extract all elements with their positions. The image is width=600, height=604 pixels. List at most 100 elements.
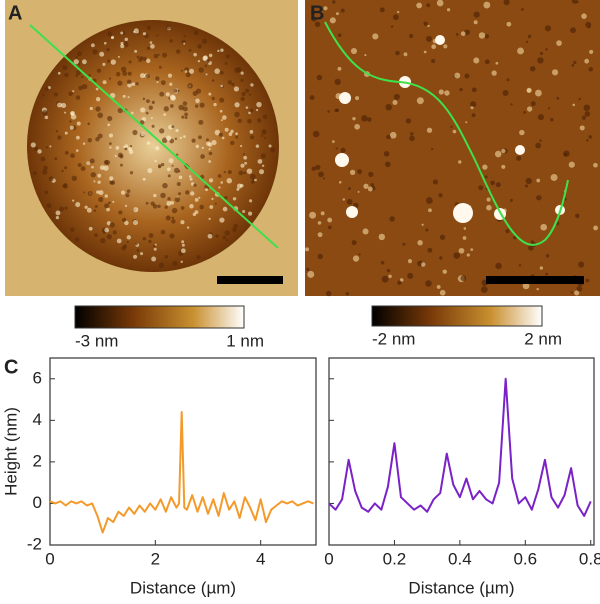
texture — [540, 223, 548, 231]
texture — [421, 223, 424, 226]
texture — [473, 57, 480, 64]
texture — [240, 144, 243, 148]
texture — [57, 71, 61, 75]
texture — [240, 78, 244, 82]
texture — [431, 59, 436, 64]
x-tick-label: 0.6 — [513, 549, 537, 568]
texture — [118, 210, 123, 215]
texture — [425, 197, 433, 204]
texture — [44, 87, 49, 91]
texture — [307, 270, 315, 278]
texture — [88, 226, 93, 231]
texture — [74, 237, 80, 242]
texture — [395, 50, 400, 56]
texture — [570, 291, 573, 294]
texture — [224, 230, 230, 236]
texture — [121, 217, 127, 223]
texture — [480, 286, 488, 293]
texture — [200, 154, 205, 159]
texture — [169, 94, 176, 100]
texture — [439, 289, 446, 296]
texture — [581, 115, 587, 120]
texture — [136, 55, 140, 59]
texture — [169, 39, 174, 43]
x-tick-label: 0 — [45, 549, 54, 568]
texture — [115, 71, 121, 77]
texture — [250, 173, 256, 180]
texture — [189, 68, 195, 74]
texture — [524, 184, 528, 188]
texture — [247, 118, 252, 124]
y-tick-label: 0 — [33, 493, 42, 512]
texture — [218, 132, 223, 137]
texture — [309, 95, 315, 101]
texture — [181, 243, 185, 247]
texture — [184, 112, 189, 117]
texture — [53, 92, 58, 97]
texture — [109, 146, 112, 149]
texture — [393, 14, 399, 21]
texture — [175, 49, 181, 54]
texture — [120, 44, 125, 49]
texture — [240, 163, 245, 168]
texture — [152, 244, 156, 248]
particle — [435, 35, 445, 45]
texture — [171, 207, 178, 214]
texture — [260, 153, 267, 159]
texture — [206, 138, 209, 142]
texture — [168, 158, 174, 164]
texture — [194, 210, 199, 215]
texture — [156, 81, 159, 84]
texture — [491, 70, 497, 76]
texture — [211, 140, 217, 146]
texture — [256, 101, 262, 108]
texture — [195, 98, 200, 103]
texture — [190, 191, 195, 196]
texture — [62, 183, 68, 189]
texture — [142, 32, 147, 36]
texture — [160, 162, 165, 167]
texture — [230, 129, 234, 134]
texture — [390, 25, 394, 28]
texture — [198, 196, 201, 199]
texture — [452, 129, 457, 134]
texture — [76, 121, 81, 126]
texture — [94, 233, 98, 237]
texture — [124, 220, 129, 226]
texture — [42, 169, 48, 175]
texture — [527, 34, 532, 39]
texture — [316, 74, 323, 81]
texture — [145, 201, 149, 205]
texture — [174, 137, 178, 141]
texture — [537, 57, 544, 64]
texture — [135, 242, 138, 246]
texture — [106, 207, 110, 212]
texture — [33, 171, 37, 175]
texture — [55, 216, 60, 220]
texture — [211, 197, 214, 201]
texture — [593, 225, 599, 231]
texture — [242, 153, 245, 156]
texture — [495, 262, 502, 270]
texture — [351, 240, 357, 246]
texture — [126, 240, 129, 244]
texture — [167, 174, 171, 178]
texture — [132, 129, 138, 136]
texture — [169, 82, 173, 86]
texture — [73, 59, 79, 65]
texture — [155, 76, 160, 81]
texture — [42, 109, 48, 116]
texture — [87, 138, 92, 143]
texture — [444, 90, 450, 96]
texture — [148, 233, 154, 238]
texture — [556, 96, 560, 100]
texture — [585, 21, 592, 28]
texture — [438, 89, 444, 95]
texture — [173, 167, 180, 174]
texture — [222, 115, 227, 120]
texture — [208, 53, 213, 58]
texture — [104, 159, 111, 166]
texture — [121, 66, 127, 72]
texture — [438, 193, 443, 198]
texture — [250, 180, 255, 184]
